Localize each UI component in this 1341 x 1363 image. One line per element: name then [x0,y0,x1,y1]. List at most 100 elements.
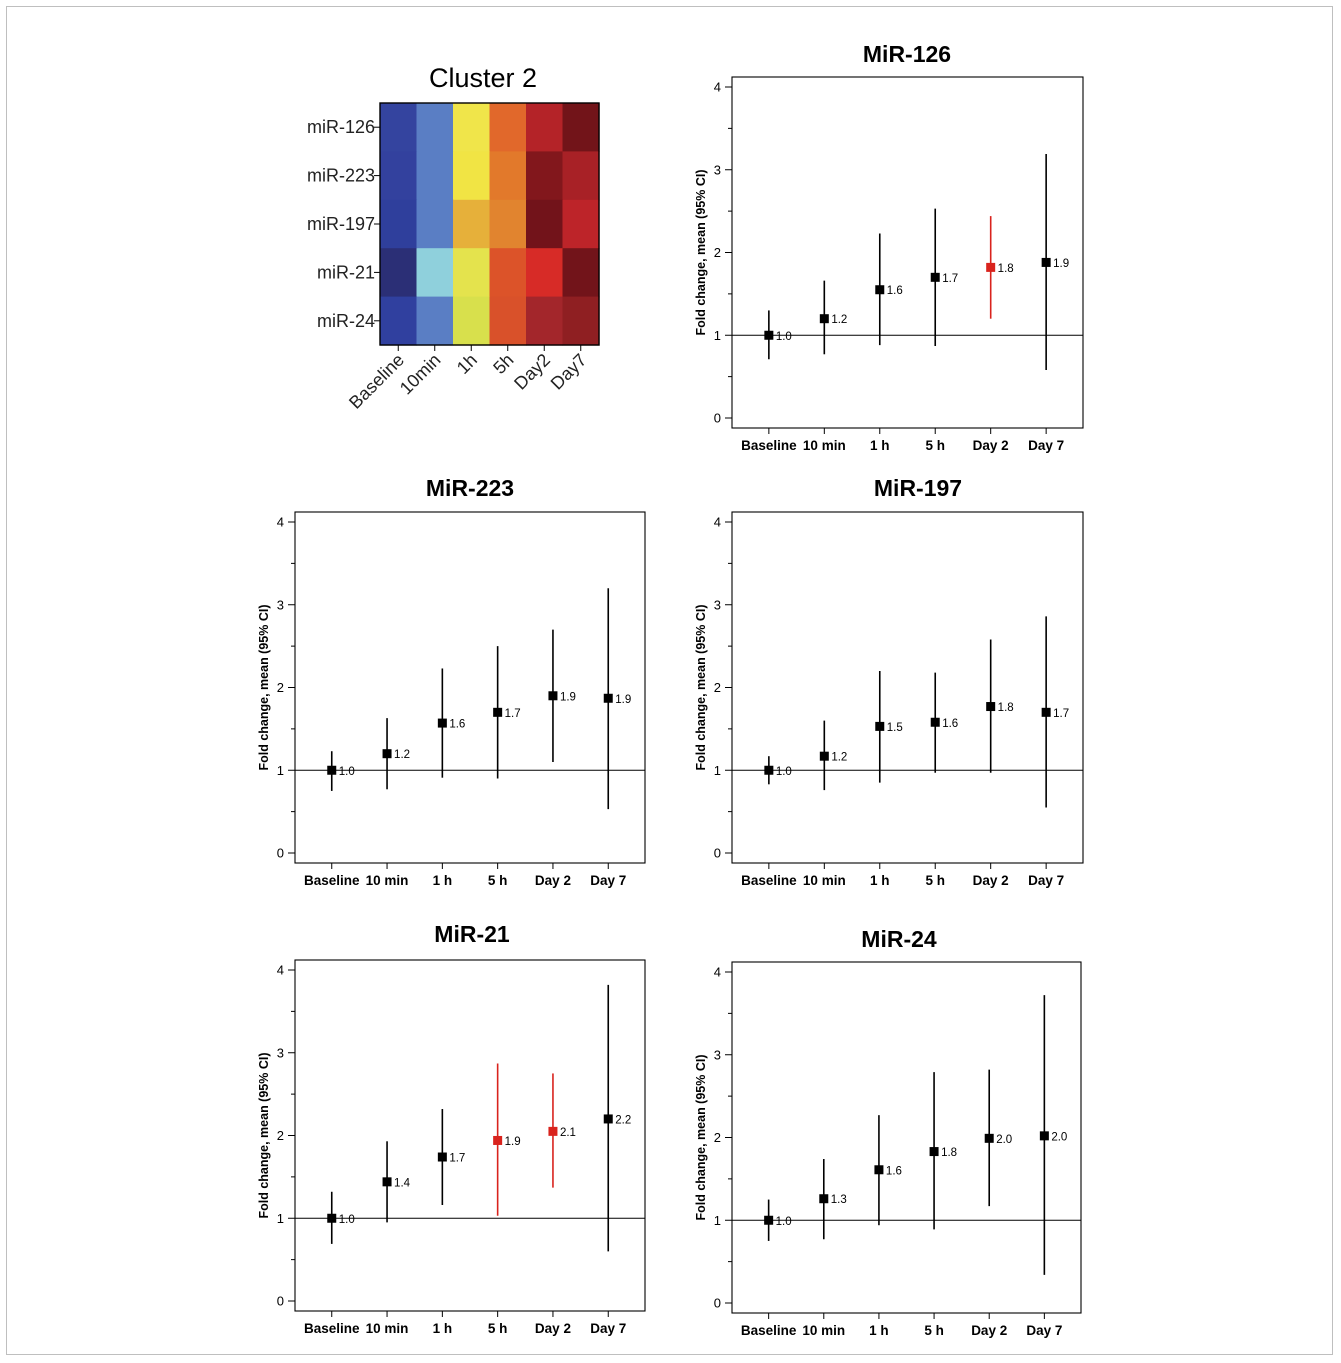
heatmap-cell [453,103,491,152]
y-tick-label: 3 [714,162,721,177]
plot-title: MiR-223 [426,475,514,501]
mean-marker [819,1194,829,1204]
figure-frame [6,6,1333,1355]
mean-marker [986,262,996,272]
mean-marker [1041,257,1051,267]
heatmap-cell [489,151,527,201]
mean-marker [327,1213,337,1223]
mean-value-label: 1.6 [887,285,903,297]
mean-value-label: 1.7 [1053,708,1069,720]
mean-value-label: 1.0 [339,766,355,778]
heatmap-cell [453,248,491,298]
mean-value-label: 1.7 [449,1153,465,1165]
mean-marker [382,749,392,759]
x-tick-label: Day 2 [973,438,1009,453]
mean-value-label: 1.2 [831,314,847,326]
heatmap-cell [453,151,491,201]
mean-value-label: 1.7 [942,273,958,285]
heatmap-cell [380,248,418,298]
mean-marker [930,717,940,727]
heatmap-cell [526,248,564,298]
mean-marker [382,1177,392,1187]
plot-box [731,511,1084,864]
mean-value-label: 1.9 [615,694,631,706]
x-tick-label: 10 min [366,1321,409,1336]
heatmap-cell [416,248,454,298]
y-tick-label: 4 [714,515,721,530]
plot-box [294,959,646,1312]
mean-value-label: 1.9 [1053,258,1069,270]
mean-value-label: 1.5 [887,722,903,734]
heatmap-cell [489,103,527,152]
x-tick-label: 1 h [433,873,453,888]
x-tick-label: 1 h [870,873,890,888]
forest-plot-panel: MiR-21 0 1 2 3 4 Fold change, mean (95% CI) Bas… [257,921,646,1336]
forest-plot-panel: MiR-24 0 1 2 3 4 Fold change, mean (95% CI) Bas… [694,926,1082,1338]
heatmap-cell [489,296,527,346]
x-tick-label: Baseline [304,1321,360,1336]
x-tick-label: 10 min [803,438,846,453]
heatmap-row-label: miR-223 [307,166,375,186]
heatmap-cell [526,199,564,249]
heatmap-cell [416,151,454,201]
y-tick-label: 0 [277,846,284,861]
mean-marker [986,702,996,712]
heatmap-cell [453,296,491,346]
y-tick-label: 2 [277,680,284,695]
mean-marker [493,1135,503,1145]
y-tick-label: 1 [277,763,284,778]
mean-marker [875,721,885,731]
y-tick-label: 1 [714,763,721,778]
x-tick-label: Day 7 [590,1321,626,1336]
mean-marker [984,1133,994,1143]
y-tick-label: 4 [277,515,284,530]
forest-plot-panel: MiR-223 0 1 2 3 4 Fold change, mean (95% CI) Ba… [257,475,646,888]
heatmap-cell [453,199,491,249]
mean-value-label: 2.1 [560,1127,576,1139]
x-tick-label: 5 h [925,873,945,888]
x-tick-label: Baseline [741,438,797,453]
mean-marker [1041,707,1051,717]
x-tick-label: Baseline [741,873,797,888]
heatmap-cell [380,151,418,201]
mean-marker [327,765,337,775]
plot-title: MiR-24 [861,926,937,952]
mean-value-label: 1.9 [505,1136,521,1148]
y-axis-label: Fold change, mean (95% CI) [694,1054,708,1220]
y-tick-label: 3 [277,1045,284,1060]
y-tick-label: 2 [714,245,721,260]
mean-marker [437,1152,447,1162]
mean-marker [930,272,940,282]
heatmap-col-label: 5h [489,350,517,378]
forest-plot-panel: MiR-126 0 1 2 3 4 Fold change, mean (95% CI) Ba… [694,41,1084,453]
heatmap-cell [416,103,454,152]
y-tick-label: 1 [277,1211,284,1226]
x-tick-label: 1 h [870,438,890,453]
y-tick-label: 4 [714,965,721,980]
x-tick-label: 5 h [488,1321,508,1336]
x-tick-label: 10 min [803,873,846,888]
mean-marker [819,314,829,324]
x-tick-label: Baseline [741,1323,797,1338]
mean-value-label: 1.0 [776,766,792,778]
heatmap-cell [526,151,564,201]
mean-marker [764,765,774,775]
x-tick-label: Day 2 [535,1321,571,1336]
x-tick-label: 1 h [433,1321,453,1336]
y-tick-label: 2 [714,1130,721,1145]
plot-box [731,961,1082,1314]
mean-marker [437,718,447,728]
heatmap-cell [562,199,600,249]
heatmap-cell [416,296,454,346]
y-axis-label: Fold change, mean (95% CI) [694,169,708,335]
y-tick-label: 3 [277,597,284,612]
mean-value-label: 2.2 [615,1114,631,1126]
mean-value-label: 1.2 [831,752,847,764]
forest-plot-panel: MiR-197 0 1 2 3 4 Fold change, mean (95% CI) Ba… [694,475,1084,888]
mean-marker [548,1126,558,1136]
heatmap-col-label: 10min [396,350,445,399]
mean-value-label: 2.0 [996,1134,1012,1146]
heatmap-cell [416,199,454,249]
x-tick-label: Day 2 [535,873,571,888]
mean-value-label: 1.6 [449,719,465,731]
